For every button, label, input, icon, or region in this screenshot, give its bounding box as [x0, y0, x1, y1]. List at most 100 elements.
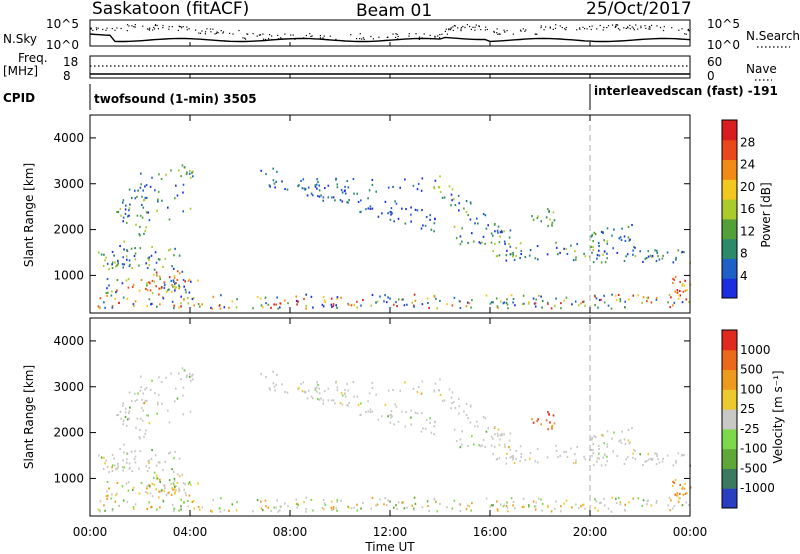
velocity-cell	[170, 482, 173, 485]
velocity-cell	[482, 438, 485, 441]
velocity-cell	[318, 398, 321, 401]
power-cell	[340, 189, 343, 192]
power-cell	[139, 225, 141, 228]
power-cell	[682, 290, 685, 293]
power-cell	[509, 229, 512, 232]
velocity-cell	[273, 506, 275, 509]
velocity-cell	[279, 505, 282, 508]
power-cell	[134, 189, 136, 192]
nsearch-point	[460, 30, 462, 32]
power-cell	[147, 257, 149, 260]
power-cell	[571, 303, 573, 306]
velocity-colorbar-label: Velocity [m s⁻¹]	[771, 370, 785, 463]
nsearch-point	[290, 38, 293, 40]
velocity-cell	[466, 504, 469, 507]
velocity-cell	[424, 427, 427, 430]
power-cell	[603, 294, 605, 297]
velocity-cell	[304, 391, 307, 394]
velocity-cell	[472, 443, 475, 446]
velocity-cell	[594, 507, 596, 510]
velocity-cell	[492, 504, 494, 507]
velocity-cell	[404, 381, 406, 384]
velocity-cell	[611, 496, 613, 499]
power-cell	[236, 298, 238, 301]
velocity-cell	[459, 438, 462, 441]
power-cell	[395, 202, 398, 205]
velocity-cell	[128, 391, 131, 394]
nsearch-point	[327, 38, 329, 41]
velocity-cell	[108, 487, 110, 490]
velocity-cell	[368, 392, 371, 395]
power-cell	[184, 288, 187, 291]
velocity-cell	[675, 459, 677, 462]
power-cell	[176, 194, 179, 197]
power-cell	[551, 224, 553, 227]
velocity-cell	[116, 414, 118, 417]
power-cell	[458, 202, 460, 205]
velocity-cell	[619, 439, 622, 442]
velocity-cell	[528, 504, 530, 507]
power-cell	[141, 203, 143, 206]
velocity-cell	[138, 492, 141, 495]
power-cell	[404, 222, 407, 225]
power-cell	[341, 191, 344, 194]
power-cell	[127, 215, 129, 218]
nsearch-point	[168, 28, 170, 30]
velocity-cell	[468, 505, 471, 508]
velocity-cell	[99, 500, 102, 503]
power-cell	[675, 291, 678, 294]
velocity-cell	[386, 504, 388, 507]
power-cell	[591, 234, 593, 237]
nsearch-tick-bottom: 10^0	[707, 38, 740, 52]
power-cell	[272, 179, 275, 182]
power-cell	[547, 303, 549, 306]
power-cell	[168, 276, 171, 279]
power-cell	[381, 212, 383, 215]
velocity-cell	[376, 503, 379, 506]
velocity-cell	[498, 444, 501, 447]
power-cell	[560, 307, 562, 310]
nsearch-point	[441, 33, 443, 35]
velocity-cell	[637, 497, 640, 500]
power-cell	[451, 199, 453, 202]
velocity-cell	[513, 461, 516, 464]
power-cell	[275, 180, 277, 183]
power-cell	[350, 304, 353, 307]
power-cell	[645, 257, 648, 260]
power-cell	[404, 178, 406, 181]
velocity-cell	[467, 417, 469, 420]
velocity-cell	[223, 509, 226, 512]
power-cell	[260, 169, 262, 172]
velocity-cell	[509, 448, 512, 451]
velocity-cell	[465, 508, 468, 511]
power-cell	[667, 301, 669, 304]
nsearch-point	[335, 38, 337, 40]
nsky-label: N.Sky	[3, 32, 37, 46]
velocity-cell	[346, 404, 348, 407]
power-cell	[149, 289, 152, 292]
power-cell	[592, 245, 594, 248]
velocity-cell	[173, 507, 175, 510]
power-cell	[397, 217, 400, 220]
velocity-cell	[276, 373, 278, 376]
velocity-cell	[458, 412, 460, 415]
power-cell	[187, 279, 190, 282]
power-cell	[106, 287, 108, 290]
power-cell	[507, 307, 509, 310]
power-cell	[511, 252, 513, 255]
power-cell	[420, 227, 423, 230]
power-cell	[575, 258, 577, 261]
nsearch-point	[246, 33, 248, 35]
nsearch-point	[637, 28, 639, 30]
velocity-cell	[616, 454, 619, 457]
velocity-cell	[97, 508, 100, 511]
power-cell	[298, 184, 300, 187]
power-cell	[387, 212, 389, 215]
ytick-label: 3000	[53, 380, 84, 394]
velocity-cell	[314, 387, 317, 390]
power-cell	[450, 193, 453, 196]
power-cell	[506, 298, 508, 301]
power-cell	[552, 211, 555, 214]
velocity-cell	[183, 369, 186, 372]
power-cell	[157, 200, 159, 203]
